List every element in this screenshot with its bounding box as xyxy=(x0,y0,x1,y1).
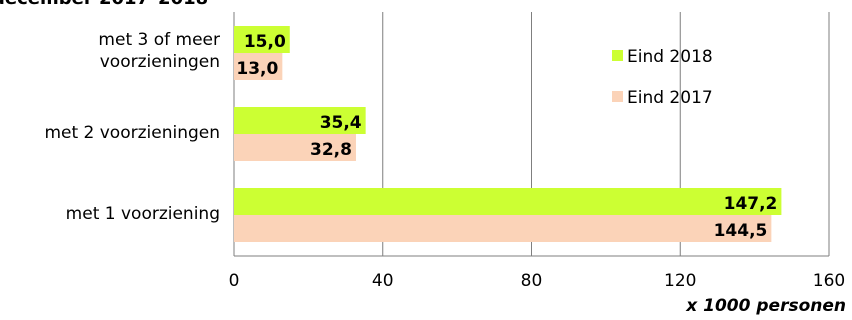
bar-2018 xyxy=(234,107,366,134)
x-tick-label: 40 xyxy=(372,271,394,291)
x-tick-label: 160 xyxy=(813,271,845,291)
legend-label: Eind 2017 xyxy=(627,88,713,108)
bar-2017 xyxy=(234,134,356,161)
x-tick-label: 120 xyxy=(664,271,696,291)
data-label: 144,5 xyxy=(714,221,768,241)
category-label-line: met 1 voorziening xyxy=(65,204,220,224)
data-label: 32,8 xyxy=(310,140,352,160)
x-axis-unit-label: x 1000 personen xyxy=(686,296,846,316)
data-label: 13,0 xyxy=(236,59,278,79)
category-label-2: met 2 voorzieningen xyxy=(44,122,220,144)
chart-title: december 2017–2018 xyxy=(0,0,208,9)
data-label: 15,0 xyxy=(244,32,286,52)
category-label-line: voorzieningen xyxy=(99,52,220,72)
legend-swatch xyxy=(612,50,623,61)
bar-2018 xyxy=(234,188,782,215)
legend-label: Eind 2018 xyxy=(627,47,713,67)
category-label-3-plus: met 3 of meer voorzieningen xyxy=(98,29,220,73)
bar-2017 xyxy=(234,215,772,242)
bar-2017 xyxy=(234,53,283,80)
legend-swatch xyxy=(612,91,623,102)
category-label-line: met 2 voorzieningen xyxy=(44,123,220,143)
data-label: 147,2 xyxy=(724,194,778,214)
data-label: 35,4 xyxy=(320,113,362,133)
x-tick-label: 0 xyxy=(229,271,240,291)
x-tick-label: 80 xyxy=(521,271,543,291)
bar-2018 xyxy=(234,26,290,53)
category-label-1: met 1 voorziening xyxy=(66,203,220,225)
category-label-line: met 3 of meer xyxy=(98,30,220,50)
